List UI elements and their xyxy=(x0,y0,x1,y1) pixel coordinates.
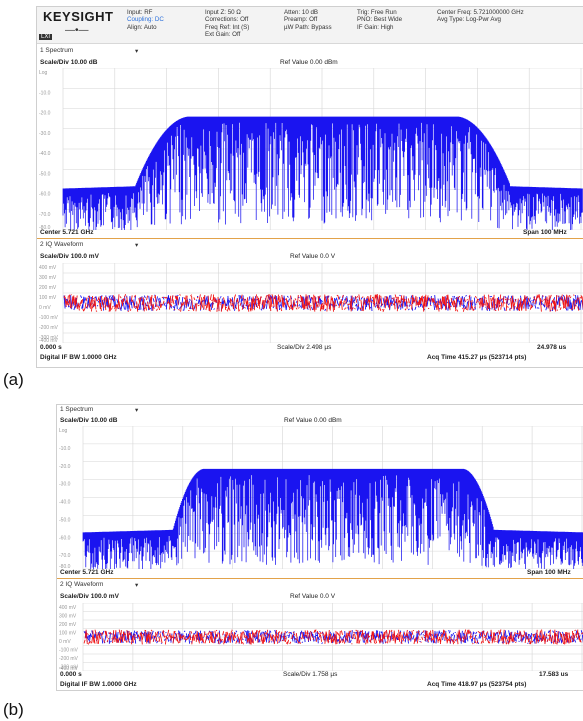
y-tick-label: -30.0 xyxy=(59,482,71,488)
keysight-logo: KEYSIGHT xyxy=(43,9,114,24)
y-tick-label: 0 mV xyxy=(59,639,71,645)
y-tick-label: -300 mV xyxy=(59,665,79,671)
iq-scale-time: Scale/Div 1.758 µs xyxy=(283,671,338,678)
y-tick-label: 200 mV xyxy=(39,285,57,291)
y-tick-label: -400 mV xyxy=(39,338,59,343)
y-tick-label: -60.0 xyxy=(39,192,51,198)
status-col-atten: Atten: 10 dB Preamp: Off µW Path: Bypass xyxy=(284,9,332,31)
analyzer-screenshot-b: 1 Spectrum ▾ Scale/Div 10.00 dB Ref Valu… xyxy=(56,404,583,691)
window-marker-icon: ▾ xyxy=(135,48,139,55)
spectrum-window-title[interactable]: 1 Spectrum xyxy=(60,406,94,413)
y-tick-label: -30.0 xyxy=(39,131,51,137)
iq-waveform-plot-b: 400 mV 300 mV 200 mV 100 mV 0 mV -100 mV -200 … xyxy=(59,603,583,671)
y-tick-label: -60.0 xyxy=(59,535,71,541)
window-separator xyxy=(57,578,583,579)
spectrum-window-title[interactable]: 1 Spectrum xyxy=(40,47,74,54)
iq-scale-time: Scale/Div 2.498 µs xyxy=(277,344,332,351)
y-tick-label: -50.0 xyxy=(39,171,51,177)
spectrum-span: Span 100 MHz xyxy=(527,569,571,576)
iq-start-time: 0.000 s xyxy=(60,671,82,678)
spectrum-ref-value: Ref Value 0.00 dBm xyxy=(280,59,338,66)
spectrum-scale-div: Scale/Div 10.00 dB xyxy=(60,417,118,424)
spectrum-trace xyxy=(82,468,583,569)
window-marker-icon: ▾ xyxy=(135,582,139,589)
status-col-center: Center Freq: 5.721000000 GHz Avg Type: L… xyxy=(437,9,524,24)
spectrum-plot-a: Log -10.0 -20.0 -30.0 -40.0 -50.0 -60.0 -70.0 -8… xyxy=(39,68,583,230)
iq-trace-i xyxy=(83,629,583,645)
y-tick-label: -20.0 xyxy=(39,111,51,117)
logo-arrow-icon: —•— xyxy=(65,25,89,36)
iq-ref-value: Ref Value 0.0 V xyxy=(290,593,336,600)
y-tick-label: -40.0 xyxy=(39,151,51,157)
y-tick-label: Log xyxy=(59,428,68,434)
window-separator xyxy=(37,238,583,239)
y-tick-label: 400 mV xyxy=(39,265,57,271)
y-tick-label: -70.0 xyxy=(39,212,51,218)
y-tick-label: -10.0 xyxy=(59,446,71,452)
y-tick-label: -400 mV xyxy=(59,666,79,671)
y-tick-label: -100 mV xyxy=(59,648,79,654)
analyzer-screenshot-a: KEYSIGHT —•— LXI Input: RF Coupling: DC … xyxy=(36,6,583,368)
iq-ref-value: Ref Value 0.0 V xyxy=(290,253,336,260)
iq-start-time: 0.000 s xyxy=(40,344,62,351)
iq-trace-i xyxy=(63,294,583,312)
y-tick-label: -20.0 xyxy=(59,464,71,470)
y-tick-label: Log xyxy=(39,70,48,76)
y-tick-label: 100 mV xyxy=(39,295,57,301)
spectrum-center-freq: Center 5.721 GHz xyxy=(40,229,94,236)
y-tick-label: -40.0 xyxy=(59,500,71,506)
spectrum-plot-b: Log -10.0 -20.0 -30.0 -40.0 -50.0 -60.0 -70.0 -8… xyxy=(59,426,583,569)
window-marker-icon: ▾ xyxy=(135,242,139,249)
y-tick-label: 100 mV xyxy=(59,631,77,637)
y-tick-label: -80.0 xyxy=(39,225,51,230)
y-tick-label: -200 mV xyxy=(39,325,59,331)
iq-end-time: 17.583 us xyxy=(539,671,569,678)
iq-acq-time: Acq Time 415.27 µs (523714 pts) xyxy=(427,354,527,361)
iq-waveform-plot-a: 400 mV 300 mV 200 mV 100 mV 0 mV -100 mV -200 … xyxy=(39,263,583,343)
y-tick-label: -200 mV xyxy=(59,656,79,662)
y-tick-label: -80.0 xyxy=(59,564,71,569)
y-tick-label: 300 mV xyxy=(59,614,77,620)
y-tick-label: 400 mV xyxy=(59,605,77,611)
iq-if-bandwidth: Digital IF BW 1.0000 GHz xyxy=(60,681,137,688)
iq-window-title[interactable]: 2 IQ Waveform xyxy=(60,581,104,588)
iq-if-bandwidth: Digital IF BW 1.0000 GHz xyxy=(40,354,117,361)
y-tick-label: -300 mV xyxy=(39,335,59,341)
y-tick-label: 300 mV xyxy=(39,275,57,281)
instrument-status-bar: KEYSIGHT —•— LXI Input: RF Coupling: DC … xyxy=(37,7,583,44)
y-tick-label: -50.0 xyxy=(59,517,71,523)
status-col-corrections: Input Z: 50 Ω Corrections: Off Freq Ref:… xyxy=(205,9,250,39)
y-tick-label: 200 mV xyxy=(59,622,77,628)
lxi-badge: LXI xyxy=(39,34,53,40)
status-col-trigger: Trig: Free Run PNO: Best Wide IF Gain: H… xyxy=(357,9,403,31)
iq-end-time: 24.978 us xyxy=(537,344,567,351)
window-marker-icon: ▾ xyxy=(135,407,139,414)
iq-scale-div: Scale/Div 100.0 mV xyxy=(60,593,119,600)
y-tick-label: 0 mV xyxy=(39,305,51,311)
iq-scale-div: Scale/Div 100.0 mV xyxy=(40,253,99,260)
spectrum-trace xyxy=(62,116,583,230)
panel-label-b: (b) xyxy=(3,700,24,719)
spectrum-span: Span 100 MHz xyxy=(523,229,567,236)
spectrum-center-freq: Center 5.721 GHz xyxy=(60,569,114,576)
spectrum-scale-div: Scale/Div 10.00 dB xyxy=(40,59,98,66)
status-col-input: Input: RF Coupling: DC Align: Auto xyxy=(127,9,164,31)
iq-acq-time: Acq Time 418.97 µs (523754 pts) xyxy=(427,681,527,688)
y-tick-label: -70.0 xyxy=(59,553,71,559)
panel-label-a: (a) xyxy=(3,370,24,389)
spectrum-ref-value: Ref Value 0.00 dBm xyxy=(284,417,342,424)
iq-window-title[interactable]: 2 IQ Waveform xyxy=(40,241,84,248)
y-tick-label: -100 mV xyxy=(39,315,59,321)
y-tick-label: -10.0 xyxy=(39,90,51,96)
